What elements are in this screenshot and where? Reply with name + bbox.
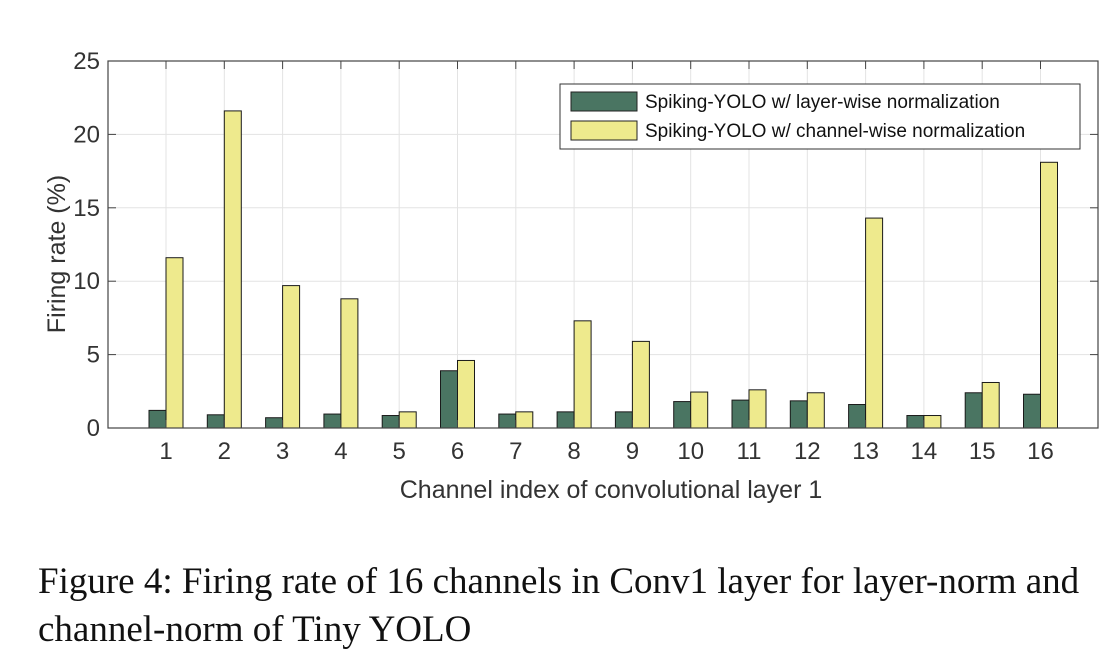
bar-channel-wise (457, 359, 475, 429)
x-tick-label: 13 (852, 438, 879, 465)
bar-layer-wise (323, 413, 342, 429)
y-tick-label: 5 (87, 342, 100, 369)
bar-channel-wise (223, 110, 242, 429)
bar-layer-wise (789, 400, 808, 429)
bar-layer-wise (265, 417, 284, 429)
bar-layer-wise (848, 404, 867, 429)
y-tick-label: 0 (87, 415, 100, 442)
x-tick-label: 1 (159, 438, 172, 465)
bar-layer-wise (206, 414, 225, 429)
axes (107, 60, 1099, 429)
x-tick-label: 14 (911, 438, 938, 465)
bar-channel-wise (340, 298, 359, 429)
legend-swatch-layer-wise (570, 91, 638, 112)
bar-channel-wise (748, 389, 767, 429)
x-axis-title: Channel index of convolutional layer 1 (400, 476, 823, 504)
bar-layer-wise (964, 392, 983, 429)
x-tick-label: 10 (677, 438, 704, 465)
bar-layer-wise (498, 413, 517, 429)
x-tick-label: 12 (794, 438, 821, 465)
x-tick-label: 3 (276, 438, 289, 465)
x-tick-label: 11 (737, 438, 762, 465)
bar-channel-wise (573, 320, 592, 429)
figure-caption: Figure 4: Firing rate of 16 channels in … (38, 561, 1080, 650)
bar-channel-wise (690, 391, 709, 429)
x-tick-label: 7 (509, 438, 522, 465)
bar-channel-wise (515, 411, 534, 429)
plot-area-frame (107, 60, 1099, 429)
bar-layer-wise (906, 415, 925, 429)
y-tick-label: 20 (73, 121, 100, 148)
legend-label-layer-wise: Spiking-YOLO w/ layer-wise normalization (645, 92, 1000, 113)
bars (148, 110, 1058, 429)
legend-swatch-channel-wise (570, 120, 638, 141)
bar-layer-wise (1023, 393, 1041, 429)
x-tick-label: 4 (334, 438, 347, 465)
y-tick-label: 10 (73, 268, 100, 295)
y-tick-label: 15 (73, 195, 100, 222)
x-tick-label: 8 (567, 438, 580, 465)
bar-layer-wise (440, 370, 458, 429)
bar-channel-wise (282, 285, 301, 429)
bar-channel-wise (631, 340, 650, 429)
bar-channel-wise (981, 381, 1000, 429)
legend-label-channel-wise: Spiking-YOLO w/ channel-wise normalizati… (645, 121, 1025, 142)
bar-channel-wise (165, 257, 184, 429)
bar-layer-wise (381, 415, 400, 429)
bar-layer-wise (614, 411, 633, 429)
bar-layer-wise (148, 409, 167, 429)
bar-channel-wise (398, 411, 417, 429)
x-tick-label: 9 (626, 438, 639, 465)
bar-layer-wise (673, 401, 692, 429)
legend: Spiking-YOLO w/ layer-wise normalization… (559, 83, 1081, 150)
bar-layer-wise (556, 411, 575, 429)
legend-box (559, 83, 1081, 150)
bar-layer-wise (731, 399, 750, 429)
bar-channel-wise (806, 392, 825, 429)
bar-channel-wise (865, 217, 884, 429)
x-tick-label: 2 (218, 438, 231, 465)
x-tick-label: 16 (1027, 438, 1054, 465)
x-tick-label: 15 (969, 438, 996, 465)
bar-channel-wise (1040, 161, 1058, 429)
x-tick-label: 5 (393, 438, 406, 465)
bar-channel-wise (923, 415, 942, 429)
y-axis-title: Firing rate (%) (43, 175, 71, 333)
y-tick-label: 25 (73, 48, 100, 75)
x-tick-label: 6 (451, 438, 464, 465)
